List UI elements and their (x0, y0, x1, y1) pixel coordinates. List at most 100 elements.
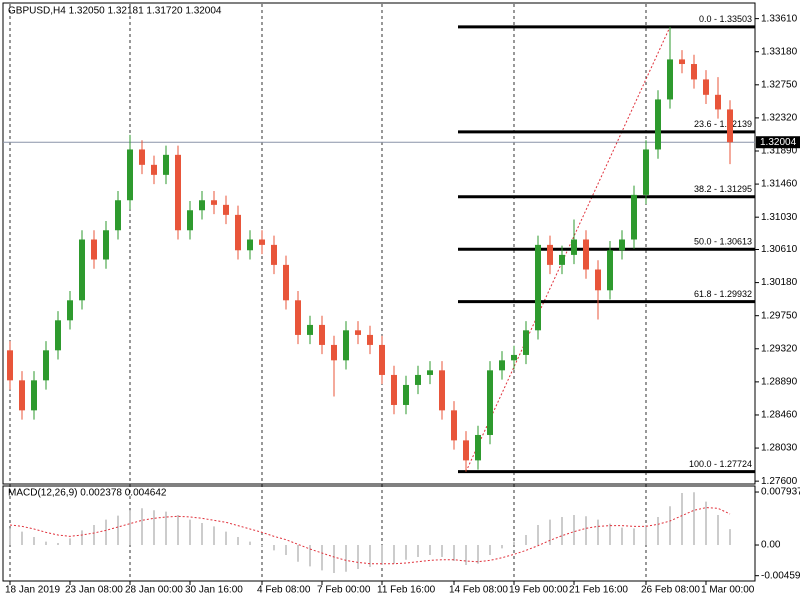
candle-body (571, 239, 577, 255)
candle-body (187, 210, 193, 231)
y-tick-label: -0.004594 (761, 570, 800, 581)
candle-body (319, 324, 325, 345)
fib-label: 38.2 - 1.31295 (694, 184, 752, 194)
fib-label: 61.8 - 1.29932 (694, 289, 752, 299)
candle-body (127, 149, 133, 201)
x-tick-label: 26 Feb 08:00 (641, 585, 700, 596)
candle-body (679, 59, 685, 65)
candle-body (535, 244, 541, 331)
candle-body (343, 330, 349, 361)
y-tick-label: 1.31460 (761, 179, 798, 190)
candle-body (523, 330, 529, 355)
y-tick-label: 1.28030 (761, 443, 798, 454)
fib-label: 50.0 - 1.30613 (694, 237, 752, 247)
x-tick-label: 23 Jan 08:00 (65, 585, 123, 596)
candle-body (331, 344, 337, 361)
candle-body (31, 380, 37, 411)
candle-body (79, 239, 85, 301)
x-tick-label: 14 Feb 08:00 (449, 585, 508, 596)
candle-body (631, 194, 637, 240)
x-tick-label: 18 Jan 2019 (5, 585, 60, 596)
candle-body (211, 200, 217, 205)
y-tick-label: 1.32320 (761, 113, 798, 124)
candle-body (547, 244, 553, 265)
candle-body (367, 334, 373, 345)
candle-body (391, 374, 397, 405)
candle-body (139, 149, 145, 165)
y-tick-label: 1.33180 (761, 46, 798, 57)
candle-body (619, 239, 625, 251)
candle-body (439, 370, 445, 411)
x-tick-label: 19 Feb 00:00 (509, 585, 568, 596)
candle-body (283, 264, 289, 301)
candle-body (691, 64, 697, 80)
candle-body (43, 350, 49, 381)
candle-body (199, 200, 205, 211)
y-tick-label: 1.31030 (761, 212, 798, 223)
y-tick-label: 1.33610 (761, 13, 798, 24)
candle-body (427, 370, 433, 375)
y-tick-label: 1.28460 (761, 410, 798, 421)
candle-body (19, 380, 25, 411)
x-tick-label: 11 Feb 16:00 (377, 585, 436, 596)
candle-body (607, 250, 613, 291)
x-tick-label: 4 Feb 08:00 (257, 585, 311, 596)
candle-body (463, 440, 469, 461)
candle-body (475, 434, 481, 461)
candle-body (595, 269, 601, 291)
fib-label: 0.0 - 1.33503 (699, 14, 752, 24)
y-tick-label: 1.29750 (761, 310, 798, 321)
y-tick-label: 1.28890 (761, 377, 798, 388)
fib-label: 23.6 - 1.32139 (694, 119, 752, 129)
main-panel-frame (2, 2, 756, 485)
fib-label: 100.0 - 1.27724 (689, 459, 752, 469)
candle-body (643, 149, 649, 195)
current-price-box (756, 136, 800, 149)
candle-body (727, 109, 733, 143)
candle-body (295, 300, 301, 335)
candle-body (379, 344, 385, 375)
x-tick-label: 1 Mar 00:00 (701, 585, 755, 596)
candle-body (7, 350, 13, 381)
candle-body (583, 239, 589, 270)
candle-body (655, 99, 661, 150)
candle-body (703, 79, 709, 95)
x-tick-label: 28 Jan 00:00 (125, 585, 183, 596)
x-tick-label: 21 Feb 16:00 (569, 585, 628, 596)
candle-body (487, 370, 493, 435)
candle-body (355, 330, 361, 335)
macd-title: MACD(12,26,9) 0.002378 0.004642 (8, 488, 167, 499)
candle-body (451, 410, 457, 441)
candle-body (667, 59, 673, 100)
candle-body (235, 214, 241, 251)
y-tick-label: 0.007937 (761, 487, 800, 498)
y-tick-label: 1.32750 (761, 79, 798, 90)
candle-body (115, 200, 121, 231)
candle-body (415, 374, 421, 385)
y-tick-label: 1.30180 (761, 277, 798, 288)
candle-body (715, 94, 721, 110)
chart-title: GBPUSD,H4 1.32050 1.32181 1.31720 1.3200… (8, 6, 222, 17)
y-tick-label: 1.29320 (761, 343, 798, 354)
candle-body (163, 154, 169, 175)
candle-body (307, 324, 313, 335)
x-tick-label: 7 Feb 00:00 (317, 585, 371, 596)
candle-body (103, 230, 109, 260)
current-price-label: 1.32004 (760, 137, 797, 148)
macd-panel-frame (2, 485, 756, 582)
candle-body (511, 354, 517, 361)
candle-body (91, 239, 97, 260)
candle-body (67, 300, 73, 321)
candle-body (559, 254, 565, 265)
y-tick-label: 0.00 (761, 540, 781, 551)
candle-body (271, 244, 277, 265)
candle-body (223, 204, 229, 215)
y-tick-label: 1.27600 (761, 476, 798, 487)
candle-body (151, 164, 157, 175)
candle-body (55, 320, 61, 351)
candle-body (259, 239, 265, 245)
candle-body (175, 154, 181, 231)
candle-body (499, 360, 505, 371)
